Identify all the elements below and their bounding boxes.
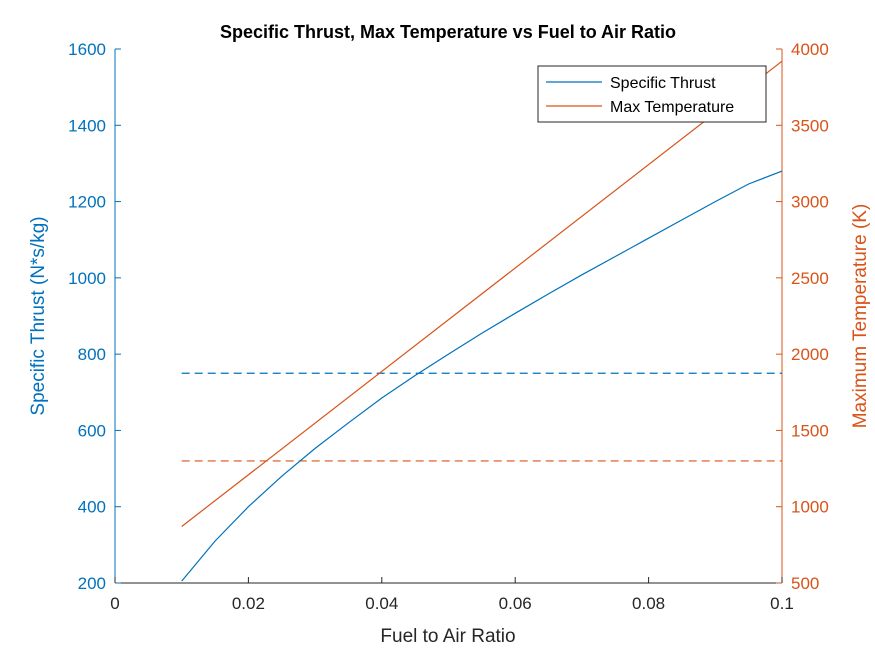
y-tick-right-label: 4000 [791,40,829,59]
y-tick-left-label: 200 [78,574,106,593]
x-tick-label: 0.02 [232,594,265,613]
y-tick-right-label: 3000 [791,193,829,212]
y-tick-left-label: 800 [78,345,106,364]
chart-title: Specific Thrust, Max Temperature vs Fuel… [220,22,676,42]
y-tick-right-label: 500 [791,574,819,593]
y-tick-right-label: 2000 [791,345,829,364]
plot-area: 0 0.02 0.04 0.06 0.08 0.1 200 400 600 800 1000 1200… [68,40,829,613]
y-axis-right-label: Maximum Temperature (K) [850,204,871,429]
y-tick-left-label: 400 [78,498,106,517]
y-tick-right-label: 1500 [791,421,829,440]
y-tick-left-label: 1200 [68,193,106,212]
y-tick-left-label: 600 [78,421,106,440]
legend-box [537,65,767,123]
y-tick-right-label: 1000 [791,498,829,517]
x-axis-label: Fuel to Air Ratio [380,626,515,647]
x-tick-label: 0.1 [770,594,794,613]
x-tick-label: 0 [110,594,119,613]
x-tick-label: 0.06 [499,594,532,613]
y-tick-left-label: 1000 [68,269,106,288]
y-tick-left-label: 1400 [68,116,106,135]
legend-label: Specific Thrust [610,75,716,92]
y-tick-left-label: 1600 [68,40,106,59]
x-tick-label: 0.08 [632,594,665,613]
y-axis-left-label: Specific Thrust (N*s/kg) [28,216,49,415]
max-temperature-series-line [181,60,783,527]
y-tick-right-label: 3500 [791,116,829,135]
legend-label: Max Temperature [610,99,734,116]
y-tick-right-label: 2500 [791,269,829,288]
x-tick-label: 0.04 [365,594,398,613]
specific-thrust-series-line [181,170,783,582]
